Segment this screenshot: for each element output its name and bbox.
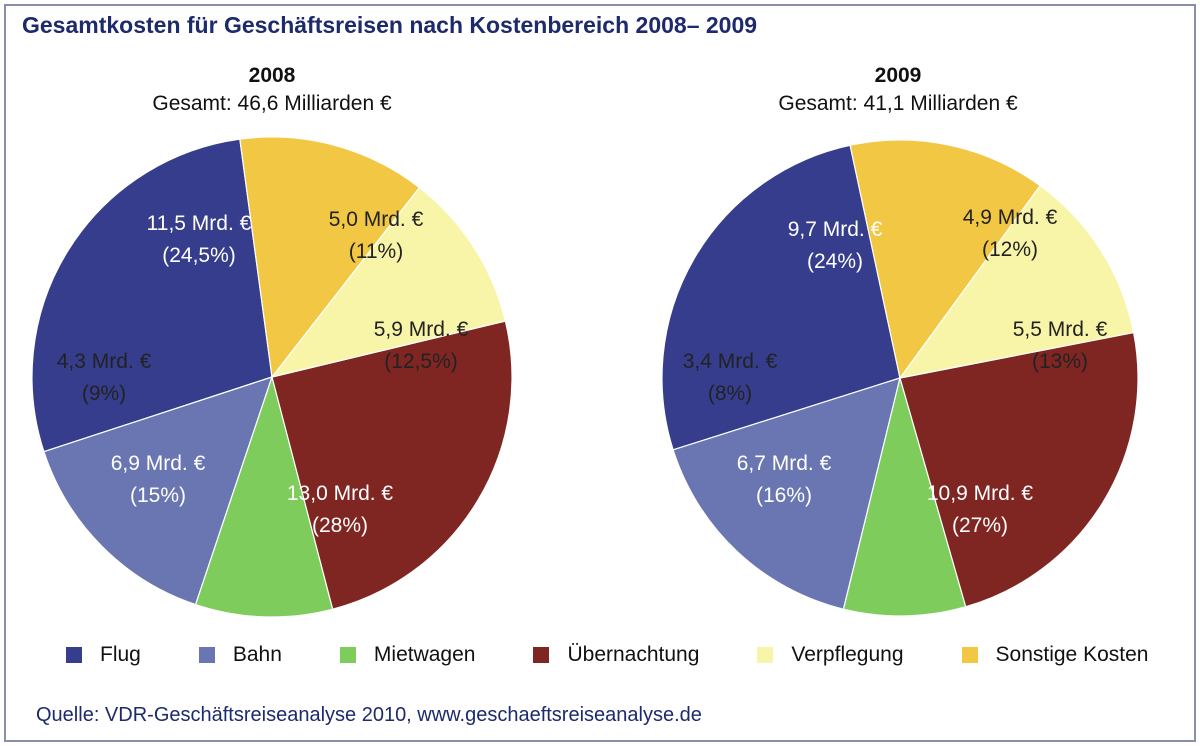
pie-slice-uebernachtung [899, 331, 1139, 608]
legend-label-sonstige-kosten: Sonstige Kosten [995, 643, 1149, 666]
pie-slice-mietwagen [194, 374, 334, 618]
legend-item-verpflegung: Verpflegung [757, 643, 904, 667]
data-label-verpflegung-value: 5,0 Mrd. € [329, 208, 424, 231]
data-label-bahn-percent: (16%) [756, 484, 812, 507]
legend-swatch-uebernachtung [533, 647, 550, 663]
chart-2009-title: 2009 Gesamt: 41,1 Milliarden € [668, 62, 1128, 118]
legend: Flug Bahn Mietwagen Übernachtung Verpflegung… [66, 640, 1148, 670]
data-label-verpflegung-percent: (11%) [349, 240, 403, 263]
chart-2008-year: 2008 [248, 64, 296, 87]
pie-slice-sonstige-kosten [849, 139, 1041, 380]
legend-item-flug: Flug [66, 643, 141, 667]
legend-label-mietwagen: Mietwagen [373, 643, 476, 666]
pie-slice-sonstige-kosten [239, 136, 421, 379]
data-label-sonstige-kosten-percent: (13%) [1032, 350, 1088, 373]
data-label-flug-value: 10,9 Mrd. € [927, 482, 1034, 505]
data-label-mietwagen-value: 4,3 Mrd. € [57, 350, 152, 373]
main-title: Gesamtkosten für Geschäftsreisen nach Ko… [22, 12, 758, 38]
pie-slice-bahn [672, 377, 901, 610]
legend-swatch-sonstige-kosten [961, 647, 978, 663]
pie-2008: 13,0 Mrd. € (28%) 6,9 Mrd. € (15%) 4,3 Mrd. … [31, 136, 513, 618]
pie-slice-flug [661, 144, 901, 451]
legend-swatch-verpflegung [757, 647, 774, 663]
data-label-flug-percent: (27%) [952, 514, 1008, 537]
legend-item-mietwagen: Mietwagen [339, 643, 476, 667]
chart-2008-total: Gesamt: 46,6 Milliarden € [152, 92, 392, 115]
legend-label-uebernachtung: Übernachtung [567, 643, 700, 666]
data-label-flug-value: 13,0 Mrd. € [287, 482, 394, 505]
data-label-mietwagen-value: 3,4 Mrd. € [683, 350, 778, 373]
data-label-uebernachtung-percent: (24%) [807, 250, 863, 273]
pie-slice-verpflegung [898, 184, 1135, 379]
legend-swatch-mietwagen [339, 647, 356, 663]
data-label-mietwagen-percent: (9%) [82, 382, 126, 405]
data-label-sonstige-kosten-percent: (12,5%) [384, 350, 458, 373]
legend-item-sonstige-kosten: Sonstige Kosten [961, 643, 1149, 667]
legend-label-flug: Flug [100, 643, 141, 666]
pie-slice-uebernachtung [271, 320, 513, 610]
data-label-mietwagen-percent: (8%) [708, 382, 752, 405]
data-label-bahn-percent: (15%) [130, 484, 186, 507]
data-label-bahn-value: 6,9 Mrd. € [111, 452, 206, 475]
legend-swatch-flug [66, 647, 82, 663]
pie-slice-bahn [43, 376, 273, 606]
data-label-uebernachtung-value: 11,5 Mrd. € [147, 212, 252, 235]
legend-label-verpflegung: Verpflegung [791, 643, 904, 666]
data-label-verpflegung-value: 4,9 Mrd. € [963, 206, 1058, 229]
data-label-sonstige-kosten-value: 5,9 Mrd. € [374, 318, 469, 341]
chart-2008-title: 2008 Gesamt: 46,6 Milliarden € [42, 62, 502, 118]
source-note: Quelle: VDR-Geschäftsreiseanalyse 2010, … [36, 704, 702, 726]
data-label-bahn-value: 6,7 Mrd. € [737, 452, 832, 475]
legend-item-bahn: Bahn [198, 643, 282, 667]
data-label-flug-percent: (28%) [312, 514, 368, 537]
data-label-uebernachtung-percent: (24,5%) [162, 244, 236, 267]
pie-slice-mietwagen [842, 375, 967, 617]
legend-item-uebernachtung: Übernachtung [533, 643, 699, 667]
legend-label-bahn: Bahn [232, 643, 282, 666]
legend-swatch-bahn [198, 647, 215, 663]
data-label-uebernachtung-value: 9,7 Mrd. € [788, 218, 883, 241]
pie-2009: 10,9 Mrd. € (27%) 6,7 Mrd. € (16%) 3,4 Mrd. … [661, 139, 1139, 617]
data-label-verpflegung-percent: (12%) [982, 238, 1038, 261]
pie-slice-verpflegung [270, 186, 507, 378]
pie-slice-flug [31, 138, 273, 453]
data-label-sonstige-kosten-value: 5,5 Mrd. € [1013, 318, 1108, 341]
chart-2009-year: 2009 [874, 64, 922, 87]
chart-2009-total: Gesamt: 41,1 Milliarden € [778, 92, 1018, 115]
